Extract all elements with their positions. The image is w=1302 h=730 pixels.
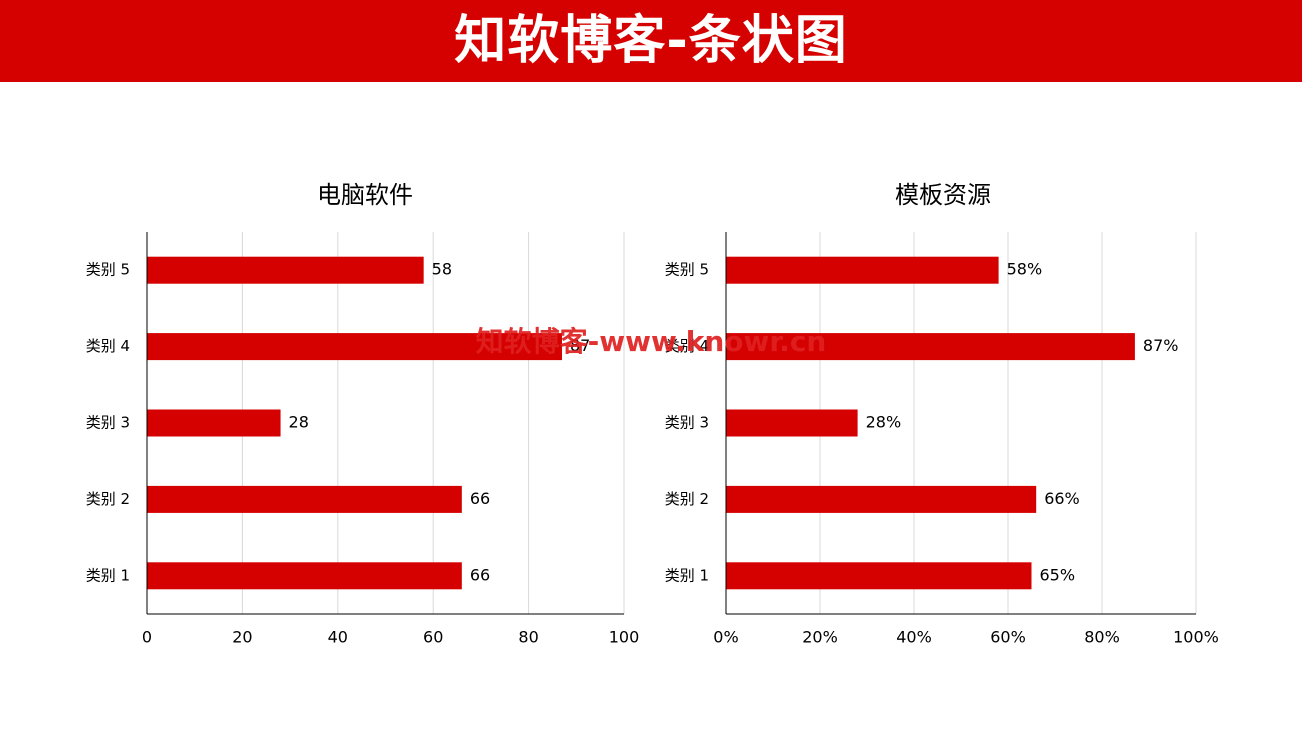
data-label: 66 [470, 565, 490, 584]
category-label: 类别 2 [86, 490, 130, 508]
data-label: 28 [289, 413, 309, 432]
category-label: 类别 3 [86, 414, 130, 432]
header-banner: 知软博客-条状图 [0, 0, 1302, 82]
x-tick-label: 100 [609, 628, 640, 647]
page-title: 知软博客-条状图 [454, 11, 848, 71]
bar [147, 485, 462, 513]
bar [147, 333, 562, 361]
bar [726, 333, 1135, 361]
x-tick-label: 20% [802, 628, 838, 647]
bar [147, 256, 424, 284]
data-label: 58% [1007, 260, 1043, 279]
data-label: 65% [1040, 565, 1076, 584]
x-tick-label: 80 [518, 628, 538, 647]
data-label: 28% [866, 413, 902, 432]
bar [726, 409, 858, 437]
x-tick-label: 80% [1084, 628, 1120, 647]
x-tick-label: 20 [232, 628, 252, 647]
category-label: 类别 5 [665, 261, 709, 279]
x-tick-label: 0% [713, 628, 738, 647]
category-label: 类别 3 [665, 414, 709, 432]
bar [726, 485, 1037, 513]
data-label: 58 [432, 260, 452, 279]
category-label: 类别 1 [86, 566, 130, 584]
category-label: 类别 4 [665, 337, 709, 355]
category-label: 类别 2 [665, 490, 709, 508]
bar [147, 562, 462, 590]
data-label: 66 [470, 489, 490, 508]
bar [147, 409, 281, 437]
bar [726, 562, 1032, 590]
chart-title: 模板资源 [895, 181, 991, 209]
chart-title: 电脑软件 [317, 181, 413, 209]
category-label: 类别 1 [665, 566, 709, 584]
x-tick-label: 0 [142, 628, 152, 647]
data-label: 66% [1044, 489, 1080, 508]
x-tick-label: 40% [896, 628, 932, 647]
bar [726, 256, 999, 284]
data-label: 87 [570, 336, 590, 355]
category-label: 类别 5 [86, 261, 130, 279]
data-label: 87% [1143, 336, 1179, 355]
x-tick-label: 100% [1173, 628, 1219, 647]
x-tick-label: 60 [423, 628, 443, 647]
x-tick-label: 40 [328, 628, 348, 647]
x-tick-label: 60% [990, 628, 1026, 647]
category-label: 类别 4 [86, 337, 130, 355]
